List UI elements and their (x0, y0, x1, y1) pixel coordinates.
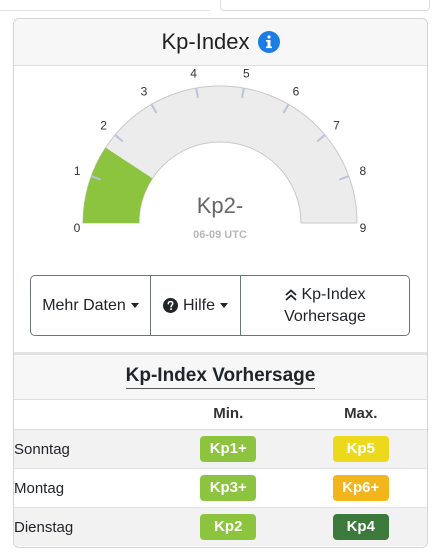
header-day-column (14, 397, 162, 430)
gauge-tick-label: 3 (141, 84, 148, 98)
header-min: Min. (162, 397, 295, 430)
gauge-tick-label: 1 (74, 164, 81, 178)
gauge-tick (150, 103, 158, 114)
action-button-group: Mehr Daten Hilfe Kp-Index Vorhersage (30, 275, 410, 336)
table-row: Sonntag Kp1+ Kp5 (14, 429, 427, 469)
gauge-tick (338, 175, 350, 181)
gauge-tick-label: 6 (293, 84, 300, 98)
gauge-tick (282, 103, 290, 114)
forecast-table: Min. Max. Sonntag Kp1+ Kp5 Montag Kp3+ K… (14, 397, 427, 546)
gauge-time: 06-09 UTC (193, 229, 247, 241)
kp-index-card: Kp-Index 0 1 2 3 4 5 6 7 8 9 Kp2- 06-09 UTC Mehr … (13, 18, 428, 548)
card-title: Kp-Index (161, 29, 250, 54)
question-circle-icon (162, 298, 178, 313)
top-strip-right (220, 0, 430, 11)
kp-min-badge: Kp2 (200, 514, 257, 540)
forecast-button-line1: Kp-Index (301, 285, 366, 303)
gauge-tick (241, 87, 245, 99)
row-day: Sonntag (14, 429, 162, 469)
row-day: Montag (14, 468, 162, 508)
caret-down-icon (220, 303, 228, 308)
gauge-tick-label: 5 (243, 66, 250, 80)
forecast-button[interactable]: Kp-Index Vorhersage (240, 276, 409, 335)
gauge-fill (83, 147, 153, 223)
gauge-tick (114, 134, 124, 143)
gauge-tick-label: 4 (190, 66, 197, 80)
gauge-tick-label: 2 (100, 118, 107, 132)
help-label: Hilfe (182, 296, 215, 314)
info-icon[interactable] (257, 31, 280, 53)
chevron-double-up-icon (285, 288, 298, 301)
gauge-tick (316, 134, 326, 143)
kp-gauge: 0 1 2 3 4 5 6 7 8 9 Kp2- 06-09 UTC (14, 66, 427, 266)
top-strip-left (0, 0, 210, 11)
help-button[interactable]: Hilfe (150, 276, 240, 335)
header-max: Max. (294, 397, 427, 430)
table-row: Dienstag Kp2 Kp4 (14, 507, 427, 546)
forecast-title: Kp-Index Vorhersage (125, 365, 316, 389)
card-header: Kp-Index (14, 19, 427, 66)
gauge-tick-label: 8 (359, 164, 366, 178)
gauge-tick (90, 175, 102, 181)
gauge-tick (195, 87, 199, 99)
caret-down-icon (130, 303, 139, 308)
gauge-tick-label: 9 (360, 221, 367, 235)
kp-min-badge: Kp1+ (200, 436, 257, 462)
gauge-value: Kp2- (197, 193, 243, 218)
kp-max-badge: Kp5 (332, 436, 389, 462)
forecast-section-header: Kp-Index Vorhersage (14, 352, 427, 400)
table-row: Montag Kp3+ Kp6+ (14, 468, 427, 508)
row-day: Dienstag (14, 507, 162, 546)
forecast-button-line2: Vorhersage (284, 307, 366, 325)
more-data-label: Mehr Daten (42, 296, 126, 314)
gauge-svg: 0 1 2 3 4 5 6 7 8 9 Kp2- 06-09 UTC (74, 66, 367, 241)
gauge-track (82, 85, 358, 224)
gauge-tick-label: 0 (74, 221, 81, 235)
kp-max-badge: Kp4 (332, 514, 389, 540)
kp-max-badge: Kp6+ (332, 475, 389, 501)
gauge-tick-label: 7 (333, 118, 340, 132)
top-strip (0, 0, 438, 14)
more-data-button[interactable]: Mehr Daten (31, 276, 150, 335)
forecast-table-header-row: Min. Max. (14, 397, 427, 430)
kp-min-badge: Kp3+ (200, 475, 257, 501)
